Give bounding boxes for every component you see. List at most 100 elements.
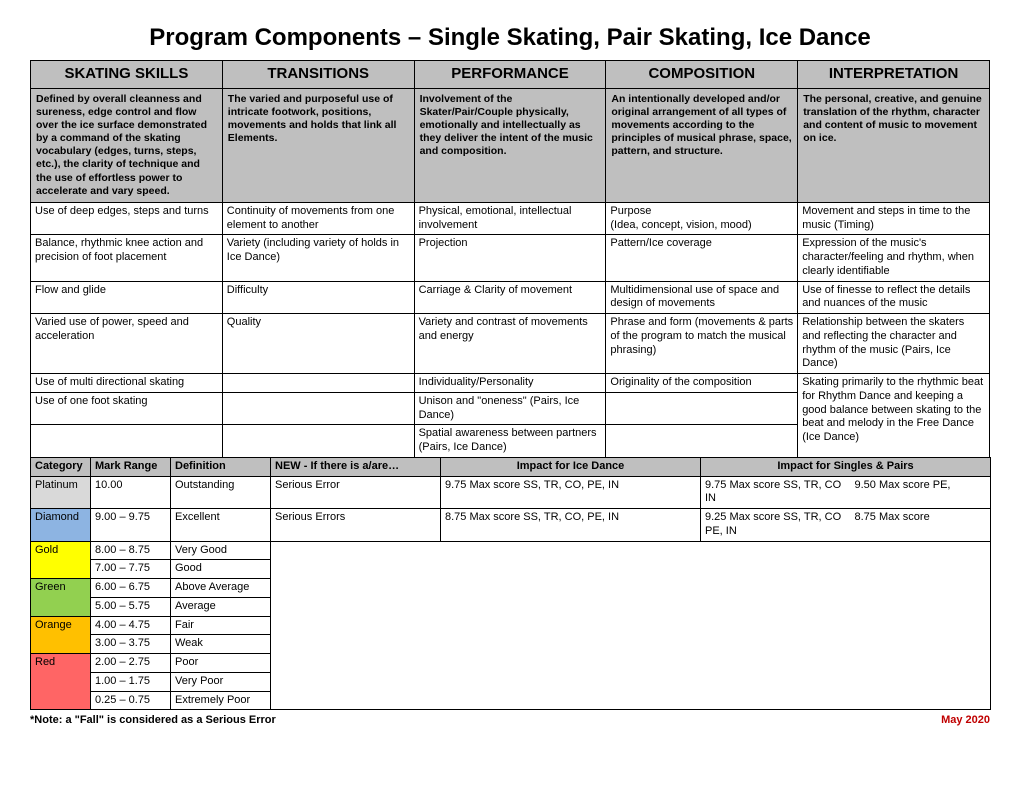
cat-range: 1.00 – 1.75 — [91, 672, 171, 691]
components-header-row: SKATING SKILLS TRANSITIONS PERFORMANCE C… — [31, 61, 990, 89]
cat-range: 9.00 – 9.75 — [91, 509, 171, 542]
cat-header: Mark Range — [91, 457, 171, 476]
criteria-cell: Balance, rhythmic knee action and precis… — [31, 235, 223, 281]
criteria-row: Use of deep edges, steps and turns Conti… — [31, 202, 990, 235]
empty-block — [271, 541, 991, 710]
definition-cell: Defined by overall cleanness and surenes… — [31, 88, 223, 202]
cat-def: Fair — [171, 616, 271, 635]
components-table: SKATING SKILLS TRANSITIONS PERFORMANCE C… — [30, 60, 990, 458]
criteria-row: Varied use of power, speed and accelerat… — [31, 314, 990, 374]
criteria-cell: Expression of the music's character/feel… — [798, 235, 990, 281]
criteria-cell: Variety and contrast of movements and en… — [414, 314, 606, 374]
cat-name: Red — [31, 654, 91, 710]
criteria-cell: Projection — [414, 235, 606, 281]
criteria-cell — [222, 392, 414, 425]
criteria-cell: Originality of the composition — [606, 374, 798, 393]
criteria-cell: Relationship between the skaters and ref… — [798, 314, 990, 374]
definition-cell: Involvement of the Skater/Pair/Couple ph… — [414, 88, 606, 202]
criteria-cell — [606, 425, 798, 458]
criteria-cell: Quality — [222, 314, 414, 374]
criteria-cell: Difficulty — [222, 281, 414, 314]
components-definition-row: Defined by overall cleanness and surenes… — [31, 88, 990, 202]
cat-def: Poor — [171, 654, 271, 673]
cat-def: Weak — [171, 635, 271, 654]
cat-name: Platinum — [31, 476, 91, 509]
cat-def: Very Poor — [171, 672, 271, 691]
cat-sp2: 8.75 Max score — [851, 509, 991, 542]
page-title: Program Components – Single Skating, Pai… — [30, 24, 990, 52]
criteria-cell: Spatial awareness between partners (Pair… — [414, 425, 606, 458]
cat-header: Impact for Ice Dance — [441, 457, 701, 476]
category-header-row: Category Mark Range Definition NEW - If … — [31, 457, 991, 476]
definition-cell: The varied and purposeful use of intrica… — [222, 88, 414, 202]
cat-def: Average — [171, 597, 271, 616]
cat-range: 2.00 – 2.75 — [91, 654, 171, 673]
cat-ice: 9.75 Max score SS, TR, CO, PE, IN — [441, 476, 701, 509]
criteria-row: Use of multi directional skating Individ… — [31, 374, 990, 393]
cat-range: 8.00 – 8.75 — [91, 541, 171, 560]
criteria-cell: Variety (including variety of holds in I… — [222, 235, 414, 281]
footnote-row: *Note: a "Fall" is considered as a Serio… — [30, 714, 990, 726]
criteria-cell — [31, 425, 223, 458]
criteria-cell: Use of multi directional skating — [31, 374, 223, 393]
cat-header: Category — [31, 457, 91, 476]
criteria-cell: Use of deep edges, steps and turns — [31, 202, 223, 235]
cat-def: Excellent — [171, 509, 271, 542]
criteria-cell: Varied use of power, speed and accelerat… — [31, 314, 223, 374]
cat-def: Very Good — [171, 541, 271, 560]
footnote-date: May 2020 — [941, 714, 990, 726]
cat-sp2: 9.50 Max score PE, — [851, 476, 991, 509]
criteria-cell: Movement and steps in time to the music … — [798, 202, 990, 235]
cat-header: NEW - If there is a/are… — [271, 457, 441, 476]
cat-header: Impact for Singles & Pairs — [701, 457, 991, 476]
cat-range: 3.00 – 3.75 — [91, 635, 171, 654]
cat-sp: 9.75 Max score SS, TR, CO IN — [701, 476, 851, 509]
criteria-cell: Purpose (Idea, concept, vision, mood) — [606, 202, 798, 235]
cat-def: Outstanding — [171, 476, 271, 509]
criteria-cell — [222, 425, 414, 458]
cat-new: Serious Errors — [271, 509, 441, 542]
category-table: Category Mark Range Definition NEW - If … — [30, 457, 991, 711]
col-header: INTERPRETATION — [798, 61, 990, 89]
cat-range: 5.00 – 5.75 — [91, 597, 171, 616]
col-header: TRANSITIONS — [222, 61, 414, 89]
cat-range: 6.00 – 6.75 — [91, 579, 171, 598]
cat-range: 10.00 — [91, 476, 171, 509]
footnote-text: *Note: a "Fall" is considered as a Serio… — [30, 714, 276, 726]
criteria-cell: Carriage & Clarity of movement — [414, 281, 606, 314]
category-row: Gold 8.00 – 8.75 Very Good — [31, 541, 991, 560]
criteria-cell: Use of one foot skating — [31, 392, 223, 425]
criteria-cell: Individuality/Personality — [414, 374, 606, 393]
cat-ice: 8.75 Max score SS, TR, CO, PE, IN — [441, 509, 701, 542]
criteria-cell: Physical, emotional, intellectual involv… — [414, 202, 606, 235]
cat-def: Good — [171, 560, 271, 579]
criteria-cell: Use of finesse to reflect the details an… — [798, 281, 990, 314]
cat-range: 7.00 – 7.75 — [91, 560, 171, 579]
criteria-cell: Flow and glide — [31, 281, 223, 314]
cat-sp: 9.25 Max score SS, TR, CO PE, IN — [701, 509, 851, 542]
criteria-cell — [606, 392, 798, 425]
cat-new: Serious Error — [271, 476, 441, 509]
cat-name: Green — [31, 579, 91, 617]
criteria-row: Flow and glide Difficulty Carriage & Cla… — [31, 281, 990, 314]
criteria-row: Balance, rhythmic knee action and precis… — [31, 235, 990, 281]
cat-def: Extremely Poor — [171, 691, 271, 710]
cat-header: Definition — [171, 457, 271, 476]
col-header: PERFORMANCE — [414, 61, 606, 89]
cat-name: Gold — [31, 541, 91, 579]
definition-cell: An intentionally developed and/or origin… — [606, 88, 798, 202]
criteria-cell: Unison and "oneness" (Pairs, Ice Dance) — [414, 392, 606, 425]
cat-range: 4.00 – 4.75 — [91, 616, 171, 635]
col-header: SKATING SKILLS — [31, 61, 223, 89]
criteria-cell: Continuity of movements from one element… — [222, 202, 414, 235]
col-header: COMPOSITION — [606, 61, 798, 89]
criteria-cell: Phrase and form (movements & parts of th… — [606, 314, 798, 374]
criteria-cell — [222, 374, 414, 393]
cat-def: Above Average — [171, 579, 271, 598]
criteria-cell: Multidimensional use of space and design… — [606, 281, 798, 314]
cat-range: 0.25 – 0.75 — [91, 691, 171, 710]
definition-cell: The personal, creative, and genuine tran… — [798, 88, 990, 202]
cat-name: Orange — [31, 616, 91, 654]
criteria-cell: Pattern/Ice coverage — [606, 235, 798, 281]
cat-name: Diamond — [31, 509, 91, 542]
